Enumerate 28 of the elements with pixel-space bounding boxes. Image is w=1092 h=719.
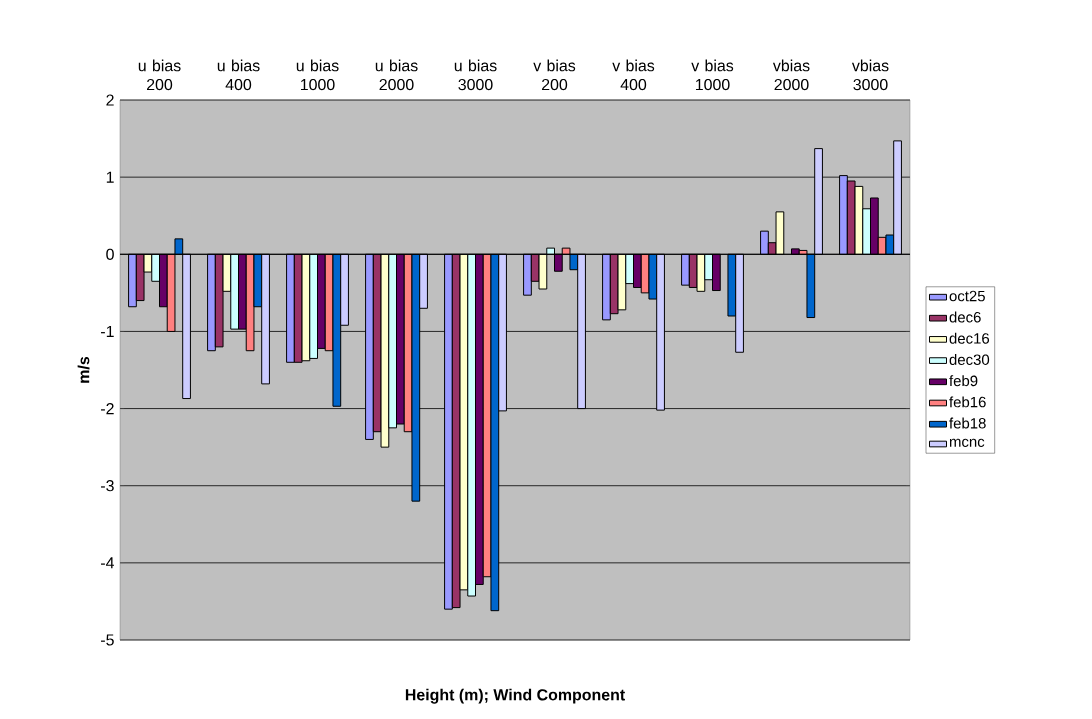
x-tick-label: u bias 3000 xyxy=(454,59,497,91)
legend-label: dec6 xyxy=(949,311,981,323)
x-tick-label: u bias 200 xyxy=(138,59,181,91)
y-tick-label: 2 xyxy=(106,94,114,106)
x-axis-title: Height (m); Wind Component xyxy=(405,688,625,704)
y-tick-label: 1 xyxy=(106,171,114,183)
y-tick-label: -5 xyxy=(101,634,114,646)
y-tick-label: 0 xyxy=(106,248,114,260)
legend-label: feb18 xyxy=(949,417,986,429)
x-tick-label: vbias 2000 xyxy=(772,59,810,91)
y-axis-title: m/s xyxy=(77,356,90,383)
x-tick-label: vbias 3000 xyxy=(851,59,889,91)
y-tick-label: -4 xyxy=(101,557,115,569)
y-tick-label: -1 xyxy=(101,325,114,337)
y-tick-label: -3 xyxy=(101,480,114,492)
legend-label: feb9 xyxy=(949,375,978,387)
x-tick-label: u bias 400 xyxy=(217,59,260,91)
x-tick-label: v bias 200 xyxy=(533,59,576,91)
x-tick-label: u bias 1000 xyxy=(296,59,339,91)
legend-label: mcnc xyxy=(949,438,985,447)
y-tick-label: -2 xyxy=(101,403,114,415)
legend-label: oct25 xyxy=(949,290,985,302)
x-tick-label: v bias 400 xyxy=(612,59,655,91)
x-tick-label: v bias 1000 xyxy=(691,59,734,91)
legend-label: dec16 xyxy=(949,332,990,344)
x-tick-label: u bias 2000 xyxy=(375,59,418,91)
legend-label: dec30 xyxy=(949,353,990,365)
legend-label: feb16 xyxy=(949,396,986,408)
